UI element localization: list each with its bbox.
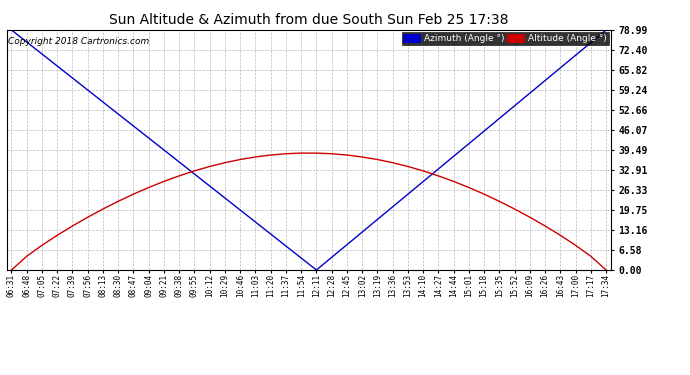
Text: Copyright 2018 Cartronics.com: Copyright 2018 Cartronics.com [8, 37, 149, 46]
Legend: Azimuth (Angle °), Altitude (Angle °): Azimuth (Angle °), Altitude (Angle °) [402, 32, 609, 45]
Title: Sun Altitude & Azimuth from due South Sun Feb 25 17:38: Sun Altitude & Azimuth from due South Su… [109, 13, 509, 27]
